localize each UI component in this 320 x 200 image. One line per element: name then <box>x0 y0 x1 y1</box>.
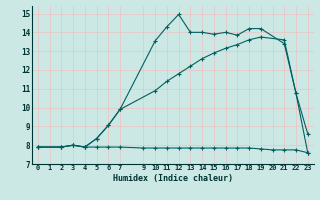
X-axis label: Humidex (Indice chaleur): Humidex (Indice chaleur) <box>113 174 233 183</box>
